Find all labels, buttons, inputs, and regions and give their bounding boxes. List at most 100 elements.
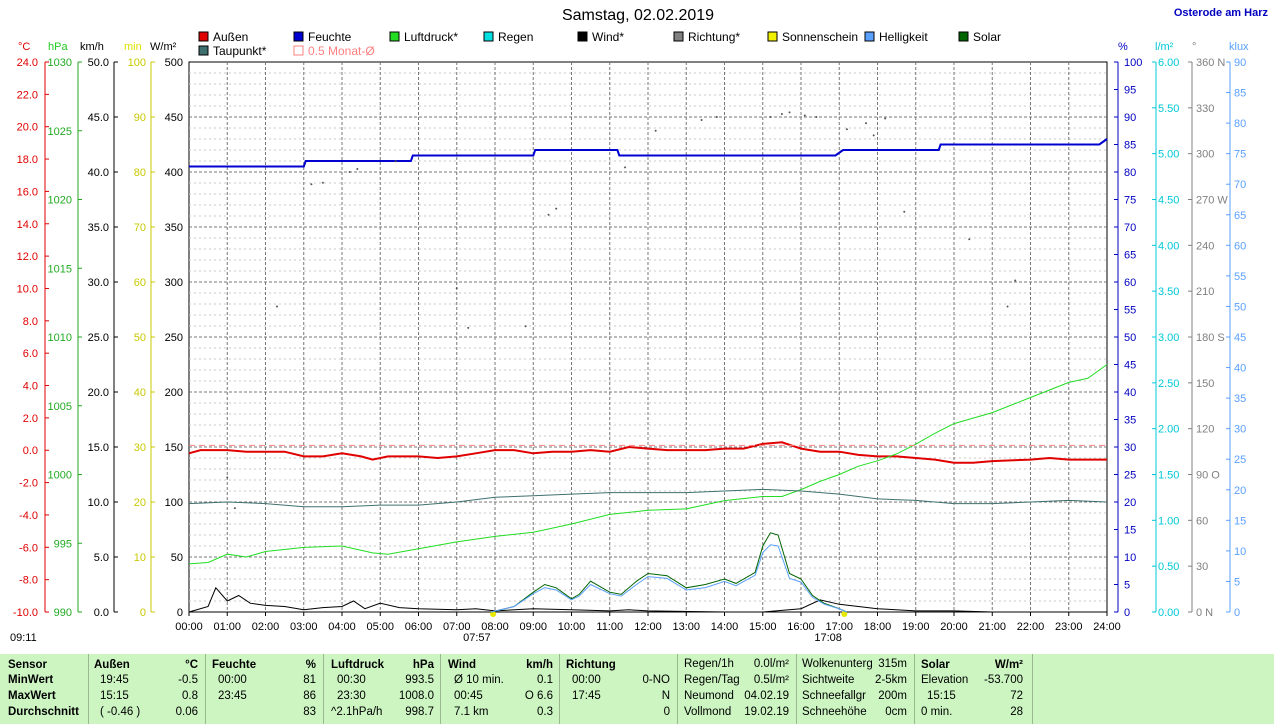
- chart-legend: Außen Feuchte Luftdruck* Regen Wind* Richtung…: [198, 30, 1001, 58]
- direction-axis-tick-label: 270 W: [1196, 195, 1228, 207]
- luftdruck-min-time: 00:30: [337, 674, 366, 686]
- direction-axis-tick-label: 0 N: [1196, 607, 1213, 619]
- wolken-label: Wolkenunterg: [802, 658, 873, 670]
- direction-point: [1014, 279, 1017, 282]
- direction-point: [654, 129, 657, 132]
- wolken-value: 315m: [878, 658, 907, 670]
- sun-axis-tick-label: 20: [134, 497, 146, 509]
- solar-max-time: 15:15: [927, 690, 956, 702]
- temp-axis-tick-label: -8.0: [19, 575, 38, 587]
- wind-min-value: 0.1: [537, 674, 553, 686]
- direction-point: [310, 183, 313, 186]
- wind-header: Wind: [448, 659, 476, 671]
- legend-swatch: [293, 45, 304, 56]
- legend-label: Außen: [213, 30, 248, 44]
- solar-axis-tick-label: 50: [171, 552, 183, 564]
- x-tick-label: 13:00: [672, 621, 700, 633]
- x-tick-label: 20:00: [940, 621, 968, 633]
- light-axis-tick-label: 60: [1234, 240, 1246, 252]
- humidity-axis-tick-label: 50: [1124, 332, 1136, 344]
- humidity-axis-tick-label: 80: [1124, 167, 1136, 179]
- temp-axis-tick-label: 2.0: [23, 413, 38, 425]
- light-axis-tick-label: 80: [1234, 118, 1246, 130]
- solar-sun-minutes: 0 min.: [921, 706, 953, 718]
- legend-label: Feuchte: [308, 30, 352, 44]
- sun-axis-tick-label: 80: [134, 167, 146, 179]
- x-tick-label: 12:00: [634, 621, 662, 633]
- pressure-axis-tick-label: 990: [54, 607, 72, 619]
- aussen-avg-value: 0.06: [175, 706, 198, 718]
- direction-axis-tick-label: 60: [1196, 515, 1208, 527]
- direction-point: [788, 111, 791, 114]
- direction-axis-tick-label: 210: [1196, 286, 1214, 298]
- direction-axis-tick-label: 120: [1196, 424, 1214, 436]
- legend-swatch: [864, 31, 875, 42]
- luftdruck-unit: hPa: [412, 659, 434, 671]
- legend-label: Luftdruck*: [404, 30, 458, 44]
- solar-axis-tick-label: 0: [177, 607, 183, 619]
- x-tick-label: 11:00: [596, 621, 623, 633]
- luftdruck-avg-value: 998.7: [405, 706, 434, 718]
- feuchte-avg-value: 83: [303, 706, 316, 718]
- axis-unit-label: W/m²: [150, 41, 177, 53]
- feuchte-header: Feuchte: [212, 659, 257, 671]
- legend-swatch: [483, 31, 494, 42]
- direction-point: [321, 181, 324, 184]
- solar-axis-tick-label: 250: [165, 332, 183, 344]
- x-tick-label: 00:00: [175, 621, 203, 633]
- direction-axis-tick-label: 180 S: [1196, 332, 1225, 344]
- wind-axis-tick-label: 0.0: [94, 607, 109, 619]
- humidity-axis-tick-label: 55: [1124, 305, 1136, 317]
- solar-axis-tick-label: 450: [165, 112, 183, 124]
- series-feuchte: [189, 138, 1108, 168]
- temp-axis-tick-label: 24.0: [17, 57, 38, 69]
- light-axis-tick-label: 50: [1234, 301, 1246, 313]
- legend-swatch: [198, 31, 209, 42]
- legend-swatch: [198, 45, 209, 56]
- x-tick-label: 02:00: [252, 621, 280, 633]
- feuchte-unit: %: [305, 659, 316, 671]
- humidity-axis-tick-label: 10: [1124, 552, 1136, 564]
- light-axis-tick-label: 10: [1234, 546, 1246, 558]
- rain-axis-tick-label: 0.50: [1158, 561, 1179, 573]
- legend-label: Wind*: [592, 30, 624, 44]
- rain-axis-tick-label: 2.00: [1158, 424, 1179, 436]
- row-label-avg: Durchschnitt: [8, 706, 79, 718]
- light-axis-tick-label: 75: [1234, 149, 1246, 161]
- chart-series: [188, 111, 1108, 613]
- humidity-axis-tick-label: 20: [1124, 497, 1136, 509]
- wind-axis-tick-label: 35.0: [88, 222, 109, 234]
- light-axis-tick-label: 0: [1234, 607, 1240, 619]
- light-axis-tick-label: 45: [1234, 332, 1246, 344]
- humidity-axis-tick-label: 70: [1124, 222, 1136, 234]
- direction-axis-tick-label: 30: [1196, 561, 1208, 573]
- rain-axis-tick-label: 3.50: [1158, 286, 1179, 298]
- humidity-axis-tick-label: 25: [1124, 470, 1136, 482]
- legend-label: 0.5 Monat-Ø: [308, 44, 375, 58]
- sensor-header: Sensor: [8, 659, 47, 671]
- legend-label: Sonnenschein: [782, 30, 858, 44]
- light-axis-tick-label: 40: [1234, 363, 1246, 375]
- light-axis-tick-label: 30: [1234, 424, 1246, 436]
- feuchte-max-value: 86: [303, 690, 316, 702]
- light-axis-tick-label: 70: [1234, 179, 1246, 191]
- legend-swatch: [767, 31, 778, 42]
- wind-axis-tick-label: 10.0: [88, 497, 109, 509]
- solar-axis-tick-label: 150: [165, 442, 183, 454]
- regen-1h-label: Regen/1h: [684, 658, 734, 670]
- legend-label: Richtung*: [688, 30, 740, 44]
- richtung-max-time: 17:45: [572, 690, 601, 702]
- direction-point: [233, 507, 236, 510]
- rain-axis-tick-label: 1.00: [1158, 515, 1179, 527]
- aussen-min-value: -0.5: [178, 674, 198, 686]
- pressure-axis-tick-label: 1025: [48, 126, 72, 138]
- x-tick-label: 06:00: [405, 621, 433, 633]
- solar-axis-tick-label: 300: [165, 277, 183, 289]
- axis-unit-label: l/m²: [1155, 41, 1174, 53]
- direction-point: [1006, 305, 1009, 308]
- wind-axis-tick-label: 30.0: [88, 277, 109, 289]
- solar-header: Solar: [921, 659, 950, 671]
- axis-unit-label: klux: [1229, 41, 1249, 53]
- sun-axis-tick-label: 0: [140, 607, 146, 619]
- axis-unit-label: hPa: [48, 41, 68, 53]
